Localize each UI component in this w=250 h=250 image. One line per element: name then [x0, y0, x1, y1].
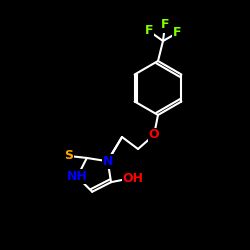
Text: OH: OH — [122, 172, 144, 185]
Text: F: F — [161, 18, 169, 32]
Text: N: N — [102, 155, 113, 168]
Text: F: F — [161, 18, 169, 32]
Text: NH: NH — [67, 170, 87, 183]
Text: F: F — [145, 24, 153, 38]
Text: F: F — [173, 26, 181, 40]
Text: O: O — [149, 128, 159, 141]
Text: S: S — [64, 150, 73, 162]
Text: F: F — [145, 24, 153, 38]
Text: F: F — [173, 26, 181, 40]
